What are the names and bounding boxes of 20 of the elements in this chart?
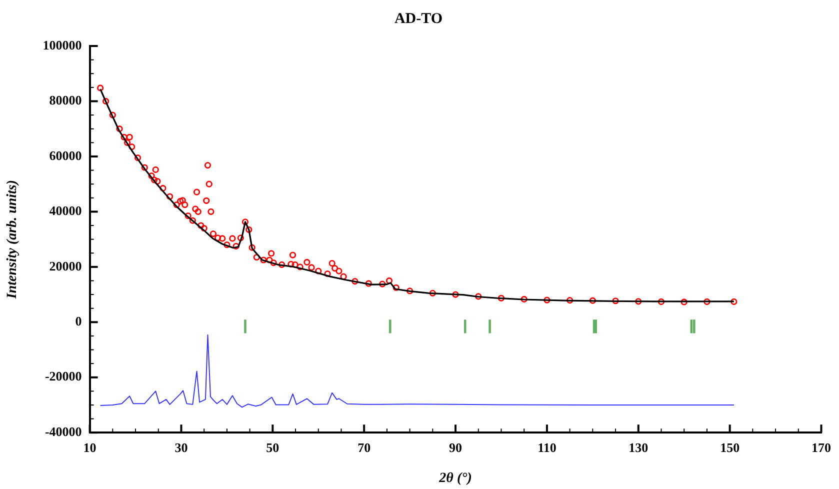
x-axis-title: 2θ (°) [438, 471, 472, 486]
y-tick-label: 0 [75, 314, 82, 328]
y-tick-label: 40000 [49, 203, 82, 218]
y-tick-label: 60000 [49, 148, 82, 163]
y-tick-label: -40000 [44, 424, 82, 439]
chart-title: AD-TO [394, 10, 443, 27]
x-tick-label: 170 [812, 440, 831, 455]
x-tick-label: 110 [538, 440, 556, 455]
x-tick-label: 90 [449, 440, 462, 455]
y-tick-label: 80000 [49, 92, 82, 108]
x-tick-label: 70 [358, 440, 371, 455]
y-tick-label: -20000 [44, 368, 82, 384]
x-tick-label: 130 [628, 440, 648, 455]
x-tick-label: 30 [174, 440, 188, 455]
x-tick-label: 50 [266, 440, 280, 455]
y-tick-label: 20000 [49, 258, 82, 274]
y-tick-label: 100000 [42, 37, 82, 52]
x-tick-label: 150 [720, 440, 740, 455]
y-axis-title: Intensity (arb. units) [5, 180, 20, 300]
x-tick-label: 10 [83, 440, 96, 455]
